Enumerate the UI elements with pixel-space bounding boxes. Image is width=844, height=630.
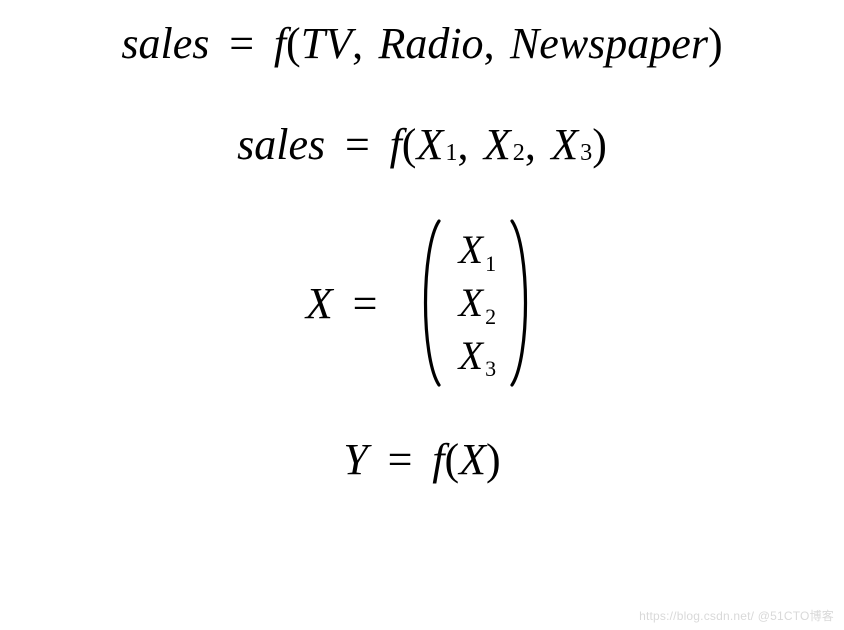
eq2-x1-base: X bbox=[416, 119, 443, 170]
function-name: f bbox=[432, 434, 444, 485]
vector-row-3: X3 bbox=[459, 336, 496, 376]
equals-sign: = bbox=[353, 278, 378, 329]
function-name: f bbox=[390, 119, 402, 170]
vec-x2-base: X bbox=[459, 280, 483, 325]
function-name: f bbox=[274, 18, 286, 69]
comma-1: , bbox=[457, 119, 468, 170]
close-paren: ) bbox=[708, 18, 723, 69]
equation-2: sales = f ( X1 , X2 , X3 ) bbox=[237, 119, 607, 170]
eq4-lhs: Y bbox=[343, 434, 367, 485]
eq2-x3-sub: 3 bbox=[580, 139, 592, 167]
arg-newspaper: Newspaper bbox=[510, 18, 708, 69]
eq2-x3-base: X bbox=[551, 119, 578, 170]
math-page: sales = f ( TV , Radio , Newspaper ) sal… bbox=[0, 0, 844, 630]
open-paren: ( bbox=[444, 434, 459, 485]
equation-4: Y = f ( X ) bbox=[343, 434, 500, 485]
eq4-arg: X bbox=[459, 434, 486, 485]
arg-tv: TV bbox=[301, 18, 352, 69]
left-big-paren-icon bbox=[413, 218, 445, 388]
eq3-lhs: X bbox=[306, 278, 333, 329]
vec-x1-sub: 1 bbox=[485, 251, 496, 276]
eq2-x1-sub: 1 bbox=[445, 139, 457, 167]
arg-radio: Radio bbox=[378, 18, 483, 69]
eq2-x2-base: X bbox=[484, 119, 511, 170]
vector-body: X1 X2 X3 bbox=[445, 218, 506, 388]
open-paren: ( bbox=[402, 119, 417, 170]
column-vector: X1 X2 X3 bbox=[413, 218, 538, 388]
vector-row-2: X2 bbox=[459, 283, 496, 323]
comma-2: , bbox=[525, 119, 536, 170]
close-paren: ) bbox=[486, 434, 501, 485]
equals-sign: = bbox=[345, 119, 370, 170]
vec-x1-base: X bbox=[459, 227, 483, 272]
comma-1: , bbox=[352, 18, 363, 69]
vec-x3-sub: 3 bbox=[485, 356, 496, 381]
close-paren: ) bbox=[592, 119, 607, 170]
vec-x2-sub: 2 bbox=[485, 304, 496, 329]
equals-sign: = bbox=[388, 434, 413, 485]
eq2-lhs: sales bbox=[237, 119, 325, 170]
vector-row-1: X1 bbox=[459, 230, 496, 270]
equals-sign: = bbox=[229, 18, 254, 69]
comma-2: , bbox=[484, 18, 495, 69]
equation-1: sales = f ( TV , Radio , Newspaper ) bbox=[121, 18, 722, 69]
right-big-paren-icon bbox=[506, 218, 538, 388]
watermark-text: https://blog.csdn.net/ @51CTO博客 bbox=[639, 607, 834, 624]
equation-3: X = X1 X2 X3 bbox=[306, 218, 538, 388]
open-paren: ( bbox=[286, 18, 301, 69]
eq1-lhs: sales bbox=[121, 18, 209, 69]
vec-x3-base: X bbox=[459, 333, 483, 378]
eq2-x2-sub: 2 bbox=[513, 139, 525, 167]
